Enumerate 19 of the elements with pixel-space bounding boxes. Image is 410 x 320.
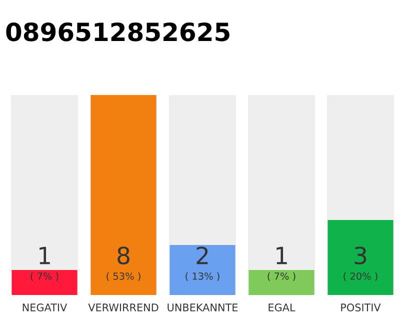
- chart-title: 0896512852625: [6, 22, 230, 42]
- data-label: 3: [354, 246, 366, 264]
- x-tick-label: POSITIV: [341, 304, 381, 312]
- x-tick-label: VERWIRREND: [88, 304, 158, 312]
- annotation: ( 7% ): [268, 272, 296, 281]
- annotation: ( 53% ): [106, 272, 140, 281]
- bar: [248, 270, 314, 295]
- x-tick-label: EGAL: [268, 304, 296, 312]
- data-label: 2: [196, 246, 208, 264]
- annotation: ( 20% ): [344, 272, 378, 281]
- data-label: 1: [40, 246, 50, 264]
- x-tick-label: UNBEKANNTE: [168, 304, 238, 312]
- x-tick-label: NEGATIV: [22, 304, 68, 312]
- annotation: ( 7% ): [30, 272, 58, 281]
- annotation: ( 13% ): [186, 272, 220, 281]
- bar: [170, 245, 236, 295]
- data-label: 8: [118, 246, 130, 264]
- data-label: 1: [276, 246, 287, 264]
- bar: [12, 270, 78, 295]
